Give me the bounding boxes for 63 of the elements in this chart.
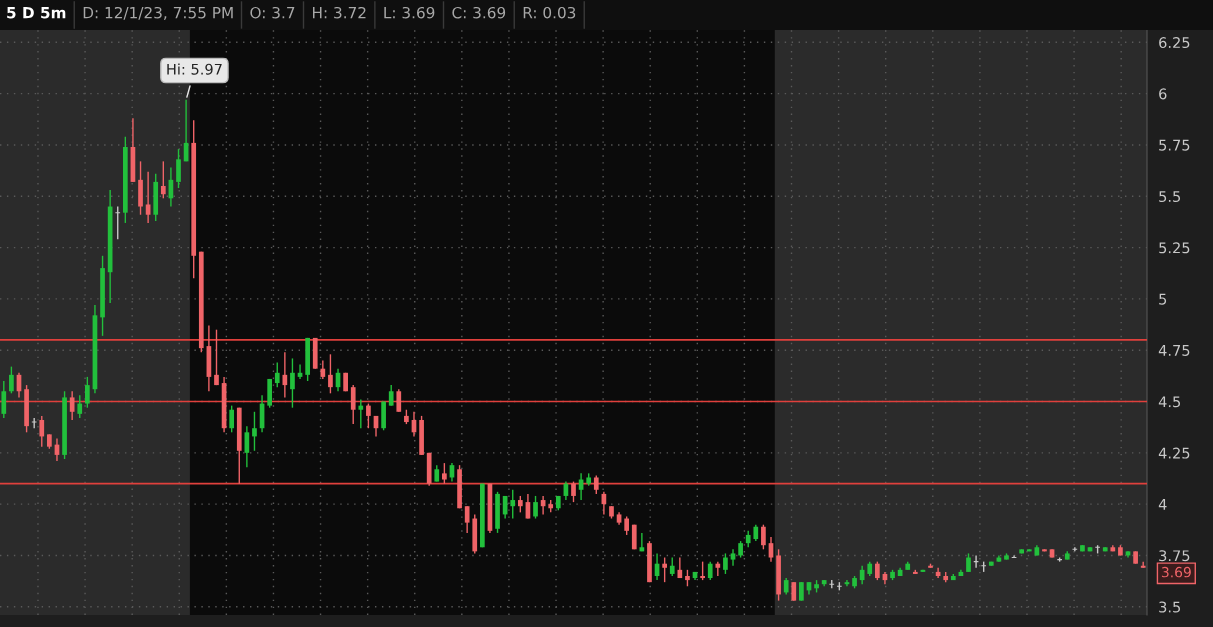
candlestick	[282, 351, 288, 399]
candlestick	[464, 505, 470, 534]
candlestick	[571, 480, 576, 503]
candlestick	[320, 359, 326, 380]
text: H: 3.72	[313, 6, 366, 19]
candlestick	[85, 376, 90, 409]
candlestick	[290, 357, 295, 409]
candlestick	[799, 581, 804, 602]
candlestick	[69, 390, 75, 421]
candlestick	[791, 581, 797, 602]
annotation: Hi: 5.97	[167, 63, 222, 75]
y-tick-label: 3.5	[1159, 601, 1181, 613]
y-tick-label: 3.75	[1159, 550, 1190, 562]
candlestick	[9, 365, 14, 395]
candlestick	[160, 160, 166, 200]
candlestick	[442, 462, 447, 485]
candlestick	[229, 404, 235, 434]
text: O: 3.7	[250, 6, 295, 19]
text: R: 0.03	[523, 6, 576, 19]
chart-title: 5 D 5m	[7, 7, 66, 19]
text: 3.69	[1161, 566, 1191, 578]
candlestick	[328, 353, 333, 395]
candlestick	[966, 552, 971, 573]
candlestick	[874, 560, 880, 581]
text: C: 3.69	[452, 6, 506, 19]
text: L: 3.69	[384, 6, 435, 19]
candlestick	[252, 411, 257, 452]
candlestick	[593, 474, 599, 495]
y-tick-label: 4.5	[1158, 396, 1181, 408]
candlestick	[214, 328, 219, 386]
y-tick-label: 5	[1159, 293, 1167, 305]
candlestick	[31, 417, 38, 429]
candlestick	[388, 384, 394, 407]
candlestick	[510, 489, 516, 520]
candlestick	[707, 560, 713, 581]
candlestick	[396, 388, 402, 413]
candlestick	[700, 560, 705, 581]
candlestick	[1, 380, 7, 419]
candlestick	[715, 560, 721, 577]
y-tick-label: 5.25	[1159, 242, 1190, 254]
candlestick	[662, 556, 668, 583]
candlestick	[624, 515, 630, 536]
y-tick-label: 4.25	[1158, 447, 1190, 459]
candlestick	[77, 394, 83, 419]
y-tick-label: 4	[1158, 499, 1167, 510]
y-tick-label: 5.75	[1159, 139, 1190, 151]
candlestick	[366, 402, 371, 429]
candlestick	[145, 170, 151, 224]
text: D: 12/1/23, 7:55 PM	[83, 6, 233, 20]
candlestick	[669, 556, 675, 577]
candlestick	[723, 552, 728, 575]
y-tick-label: 6	[1159, 88, 1167, 100]
y-tick-label: 6.25	[1159, 37, 1190, 49]
candlestick	[350, 384, 356, 425]
candlestick	[274, 361, 280, 388]
candlestick	[533, 495, 538, 520]
candlestick	[859, 565, 865, 585]
candlestick	[39, 415, 45, 448]
candlestick	[358, 398, 364, 429]
candlestick	[176, 148, 181, 189]
y-tick-label: 5.5	[1159, 191, 1181, 203]
y-tick-label: 4.75	[1158, 345, 1190, 356]
candlestick	[761, 523, 766, 551]
